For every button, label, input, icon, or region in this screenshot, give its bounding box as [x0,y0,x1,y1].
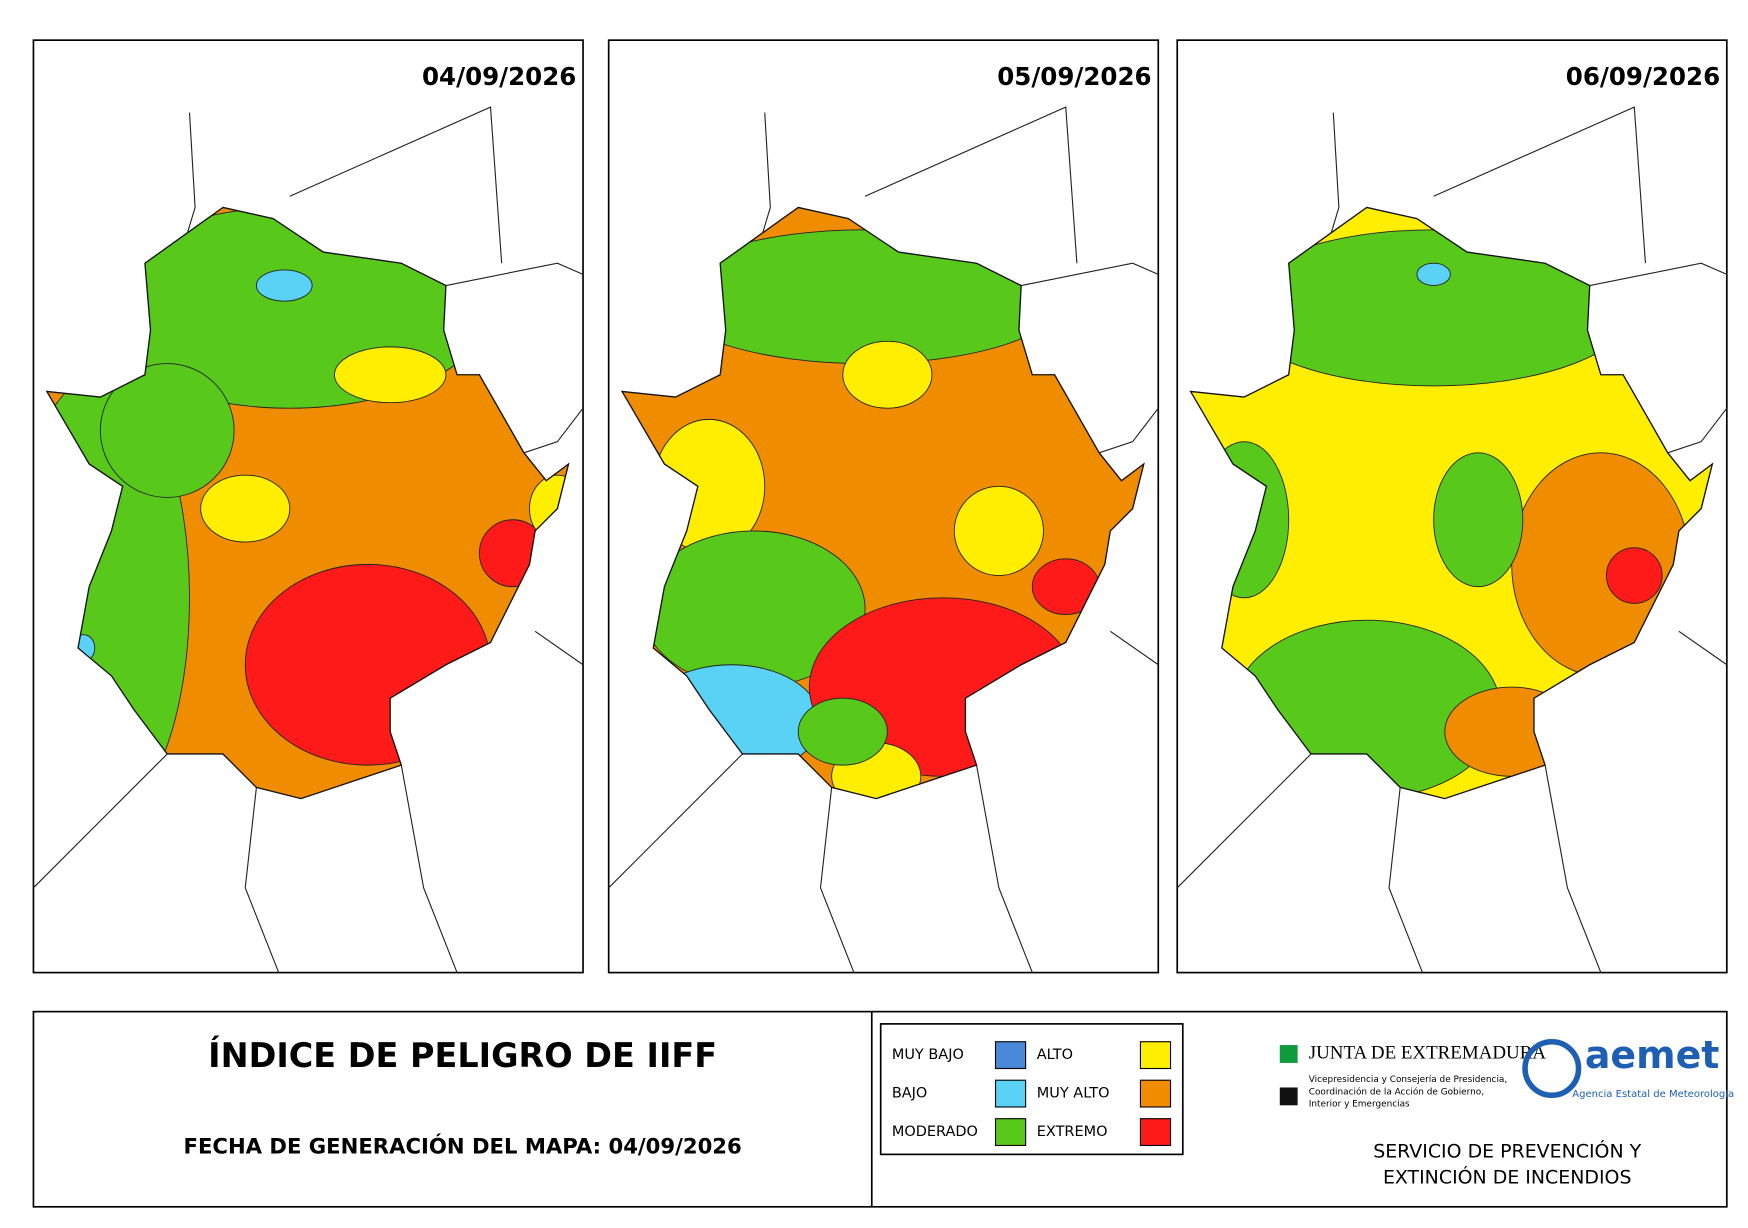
service: SERVICIO DE PREVENCIÓN Y [1373,1139,1641,1163]
border-line [1544,765,1602,973]
map-date: 05/09/2026 [997,62,1151,91]
zone [333,346,447,404]
border-line [1433,106,1646,264]
border-line [1099,407,1159,454]
map-date: 04/09/2026 [422,62,576,91]
legend-label: MUY ALTO [1037,1086,1110,1102]
junta-logo [1279,1045,1298,1063]
border-line [864,106,1078,264]
legend-swatch [994,1118,1027,1147]
border-line [1388,787,1423,973]
title: ÍNDICE DE PELIGRO DE IIFF [208,1035,717,1075]
zone [200,474,291,543]
legend-swatch [1139,1118,1172,1147]
legend-label: BAJO [892,1086,928,1102]
border-line [244,787,280,973]
service: EXTINCIÓN DE INCENDIOS [1383,1164,1632,1188]
zone [1416,262,1451,286]
aemet-name: aemet [1585,1033,1720,1077]
aemet-logo [1522,1038,1582,1099]
border-line [523,407,584,454]
junta-line: Vicepresidencia y Consejería de Presiden… [1309,1075,1507,1085]
region-outline [620,206,1145,800]
zone [1605,547,1663,604]
info-box [32,1010,1728,1208]
junta-logo-dark [1279,1087,1298,1106]
border-line [1589,262,1728,287]
border-line [289,106,503,264]
map-date: 06/09/2026 [1566,62,1720,91]
zone [953,485,1044,576]
legend-swatch [994,1041,1027,1070]
zone [842,340,933,409]
border-line [1176,753,1312,889]
legend-label: MUY BAJO [892,1047,964,1063]
map-panel: 05/09/2026 [607,39,1160,974]
generation-date: FECHA DE GENERACIÓN DEL MAPA: 04/09/2026 [183,1134,741,1159]
legend-swatch [1139,1041,1172,1070]
border-line [976,765,1033,973]
map-panel: 06/09/2026 [1176,39,1728,974]
junta-name: JUNTA DE EXTREMADURA [1309,1042,1547,1063]
junta-line: Interior y Emergencias [1309,1100,1410,1110]
region-outline [1189,206,1714,800]
border-line [608,753,743,889]
border-line [400,765,458,973]
legend-box [879,1023,1184,1156]
zone [99,363,235,498]
legend-label: ALTO [1037,1047,1073,1063]
border-line [819,787,855,973]
border-line [1021,262,1159,287]
border-line [33,753,168,889]
legend-label: EXTREMO [1037,1124,1108,1140]
zone [1433,452,1524,588]
map-panel: 04/09/2026 [32,39,584,974]
legend-label: MODERADO [892,1124,978,1140]
legend-swatch [1139,1079,1172,1108]
border-line [1110,630,1159,666]
junta-line: Coordinación de la Acción de Gobierno, [1309,1086,1484,1097]
region-outline [45,206,570,800]
zone [255,269,313,302]
border-line [445,262,584,287]
border-line [534,630,584,666]
aemet-subtitle: Agencia Estatal de Meteorología [1572,1088,1734,1100]
border-line [1678,630,1728,666]
zone [797,697,888,766]
legend-swatch [994,1079,1027,1108]
border-line [1667,407,1728,454]
